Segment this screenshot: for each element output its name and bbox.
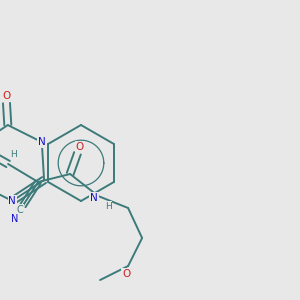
- Text: N: N: [38, 137, 46, 147]
- Text: O: O: [76, 142, 84, 152]
- Text: N: N: [90, 193, 98, 203]
- Text: O: O: [122, 269, 130, 279]
- Text: O: O: [2, 91, 10, 101]
- Text: H: H: [105, 202, 112, 211]
- Text: N: N: [11, 214, 18, 224]
- Text: C: C: [17, 205, 24, 215]
- Text: H: H: [10, 149, 16, 158]
- Text: N: N: [8, 196, 16, 206]
